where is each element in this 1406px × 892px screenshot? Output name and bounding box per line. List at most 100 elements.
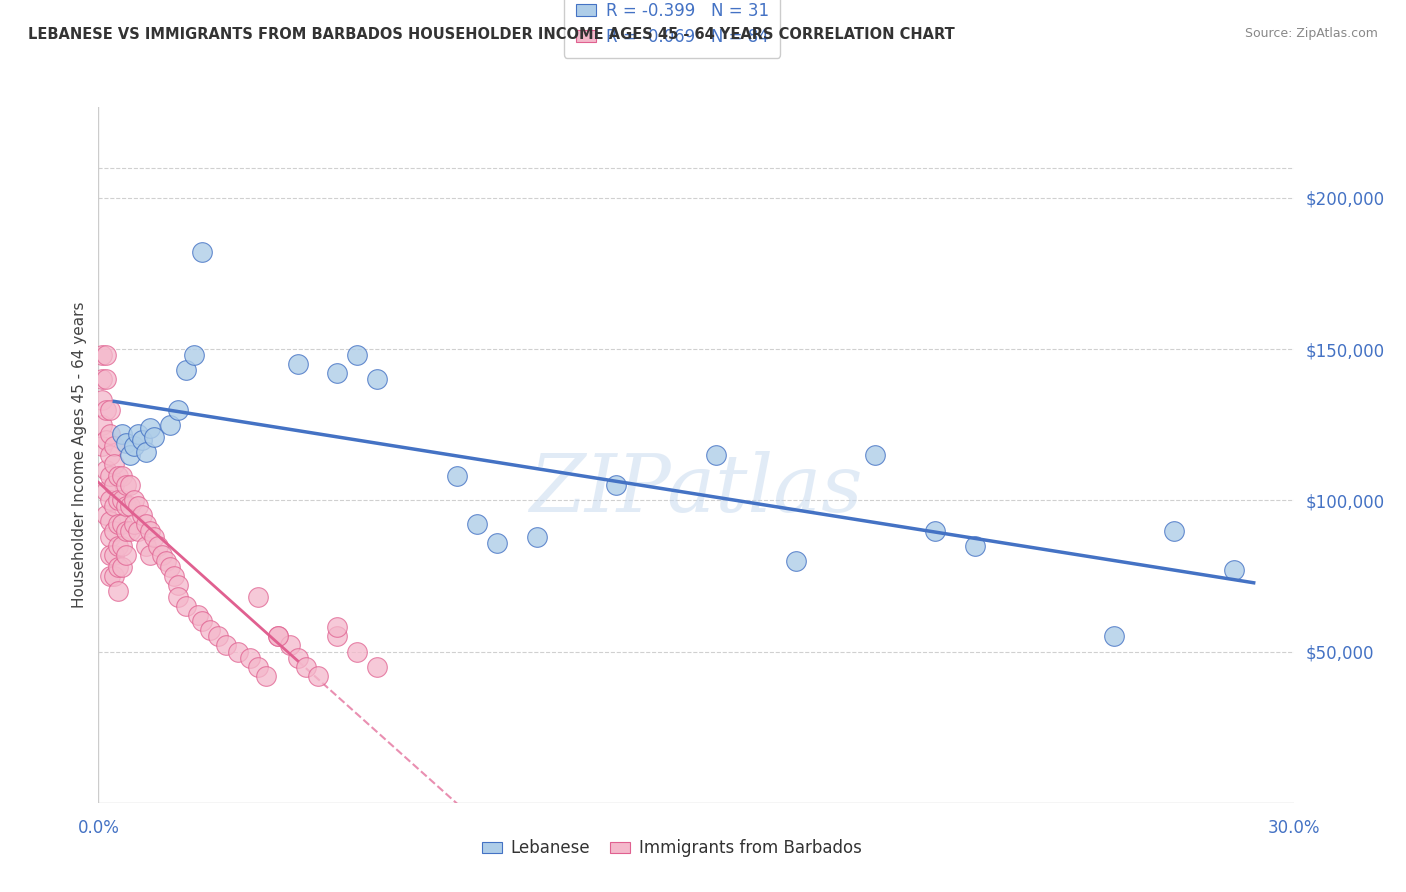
Point [91, 393, 114, 408]
Text: ZIPatlas: ZIPatlas [529, 451, 863, 528]
Y-axis label: Householder Income Ages 45 - 64 years: Householder Income Ages 45 - 64 years [72, 301, 87, 608]
Point [103, 569, 125, 583]
Text: Source: ZipAtlas.com: Source: ZipAtlas.com [1244, 27, 1378, 40]
Point [446, 469, 468, 483]
Point [100, 548, 122, 562]
Point [120, 500, 142, 514]
Point [111, 469, 134, 483]
Point [96, 484, 118, 499]
Point [366, 372, 388, 386]
Point [120, 524, 142, 538]
Point [100, 530, 122, 544]
Point [96, 463, 118, 477]
Point [91, 348, 114, 362]
Point [267, 629, 290, 643]
Point [191, 245, 214, 260]
Point [96, 433, 118, 447]
Point [139, 548, 162, 562]
Point [96, 372, 118, 386]
Point [326, 629, 349, 643]
Point [131, 433, 153, 447]
Point [135, 539, 157, 553]
Point [91, 372, 114, 386]
Point [111, 517, 134, 532]
Point [111, 426, 134, 441]
Point [143, 430, 166, 444]
Point [120, 448, 142, 462]
Point [107, 539, 129, 553]
Point [91, 417, 114, 432]
Point [215, 639, 238, 653]
Point [100, 569, 122, 583]
Point [115, 548, 138, 562]
Point [485, 535, 508, 549]
Point [100, 493, 122, 508]
Point [107, 469, 129, 483]
Point [346, 644, 368, 658]
Point [287, 357, 309, 371]
Point [124, 493, 146, 508]
Point [1222, 563, 1246, 577]
Point [127, 500, 149, 514]
Point [226, 644, 249, 658]
Point [127, 426, 149, 441]
Point [111, 559, 134, 574]
Point [187, 608, 209, 623]
Point [278, 639, 301, 653]
Point [96, 508, 118, 523]
Point [294, 659, 316, 673]
Point [155, 554, 177, 568]
Point [115, 524, 138, 538]
Point [863, 448, 887, 462]
Point [107, 517, 129, 532]
Point [167, 590, 190, 604]
Point [135, 517, 157, 532]
Point [785, 554, 807, 568]
Point [91, 439, 114, 453]
Point [96, 348, 118, 362]
Point [307, 669, 329, 683]
Point [111, 539, 134, 553]
Point [191, 615, 214, 629]
Point [267, 629, 290, 643]
Point [115, 500, 138, 514]
Point [103, 457, 125, 471]
Point [100, 426, 122, 441]
Point [143, 530, 166, 544]
Point [198, 624, 221, 638]
Point [174, 363, 197, 377]
Point [131, 508, 153, 523]
Point [148, 539, 170, 553]
Point [239, 650, 262, 665]
Point [111, 493, 134, 508]
Point [124, 439, 146, 453]
Point [924, 524, 946, 538]
Point [115, 478, 138, 492]
Point [150, 548, 173, 562]
Legend: Lebanese, Immigrants from Barbados: Lebanese, Immigrants from Barbados [475, 833, 869, 864]
Point [246, 659, 269, 673]
Point [167, 578, 190, 592]
Point [124, 517, 146, 532]
Point [100, 515, 122, 529]
Point [107, 584, 129, 599]
Point [174, 599, 197, 614]
Point [346, 348, 368, 362]
Point [103, 500, 125, 514]
Point [135, 445, 157, 459]
Point [127, 524, 149, 538]
Point [107, 493, 129, 508]
Text: LEBANESE VS IMMIGRANTS FROM BARBADOS HOUSEHOLDER INCOME AGES 45 - 64 YEARS CORRE: LEBANESE VS IMMIGRANTS FROM BARBADOS HOU… [28, 27, 955, 42]
Point [526, 530, 548, 544]
Point [963, 539, 986, 553]
Point [103, 439, 125, 453]
Point [120, 478, 142, 492]
Point [163, 569, 186, 583]
Point [100, 469, 122, 483]
Point [103, 548, 125, 562]
Point [704, 448, 727, 462]
Point [366, 659, 388, 673]
Point [115, 435, 138, 450]
Point [103, 524, 125, 538]
Point [96, 402, 118, 417]
